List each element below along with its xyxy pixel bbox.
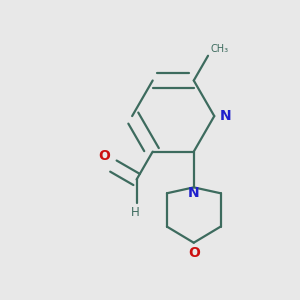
Text: N: N [220,109,232,123]
Text: H: H [130,206,139,218]
Text: CH₃: CH₃ [210,44,228,54]
Text: O: O [98,148,110,163]
Text: O: O [188,246,200,260]
Text: N: N [188,186,200,200]
